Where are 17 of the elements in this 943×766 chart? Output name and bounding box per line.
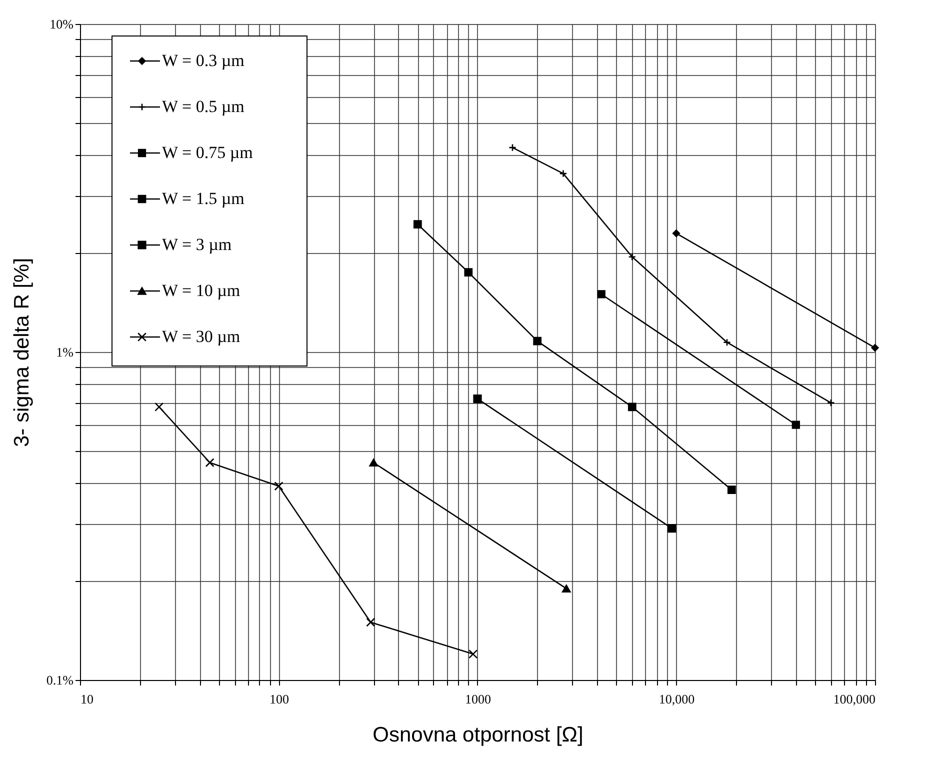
y-tick-label: 10% — [50, 16, 74, 32]
legend-label: W = 0.3 µm — [162, 51, 244, 70]
legend-label: W = 1.5 µm — [162, 189, 244, 208]
x-tick-label: 100,000 — [833, 692, 876, 706]
x-tick-label: 100 — [270, 692, 289, 706]
legend-label: W = 0.5 µm — [162, 97, 244, 116]
y-tick-label: 1% — [56, 344, 74, 360]
x-tick-label: 1000 — [465, 692, 491, 706]
x-tick-label: 10 — [80, 692, 94, 706]
legend-label: W = 30 µm — [162, 327, 240, 346]
x-tick-label: 10,000 — [658, 692, 695, 706]
x-axis-title: Osnovna otpornost [Ω] — [372, 724, 584, 746]
y-tick-label: 0.1% — [46, 672, 74, 688]
legend-label: W = 0.75 µm — [162, 143, 253, 162]
legend-label: W = 3 µm — [162, 235, 232, 254]
legend-label: W = 10 µm — [162, 281, 240, 300]
y-axis-title: 3- sigma delta R [%] — [10, 258, 34, 448]
